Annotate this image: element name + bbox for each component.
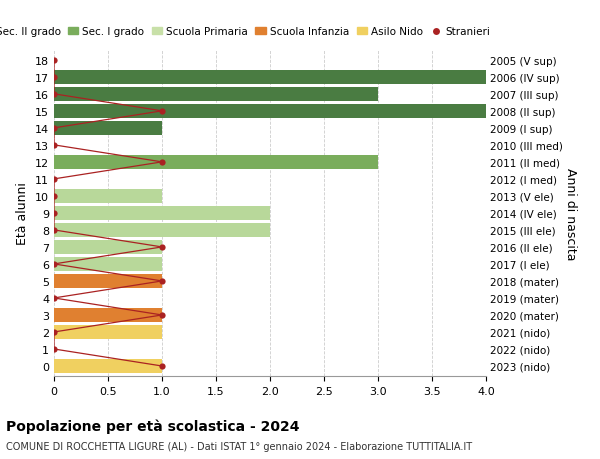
Y-axis label: Anni di nascita: Anni di nascita [564, 167, 577, 260]
Bar [54, 308, 162, 323]
Bar [54, 87, 378, 102]
Text: COMUNE DI ROCCHETTA LIGURE (AL) - Dati ISTAT 1° gennaio 2024 - Elaborazione TUTT: COMUNE DI ROCCHETTA LIGURE (AL) - Dati I… [6, 441, 472, 451]
Bar [54, 257, 162, 272]
Bar [54, 70, 486, 85]
Bar [54, 104, 486, 119]
Bar [54, 223, 270, 238]
Bar [54, 121, 162, 136]
Text: Popolazione per età scolastica - 2024: Popolazione per età scolastica - 2024 [6, 419, 299, 434]
Y-axis label: Età alunni: Età alunni [16, 182, 29, 245]
Bar [54, 189, 162, 204]
Bar [54, 155, 378, 170]
Bar [54, 274, 162, 289]
Legend: Sec. II grado, Sec. I grado, Scuola Primaria, Scuola Infanzia, Asilo Nido, Stran: Sec. II grado, Sec. I grado, Scuola Prim… [0, 23, 494, 41]
Bar [54, 206, 270, 221]
Bar [54, 325, 162, 340]
Bar [54, 240, 162, 255]
Bar [54, 359, 162, 374]
